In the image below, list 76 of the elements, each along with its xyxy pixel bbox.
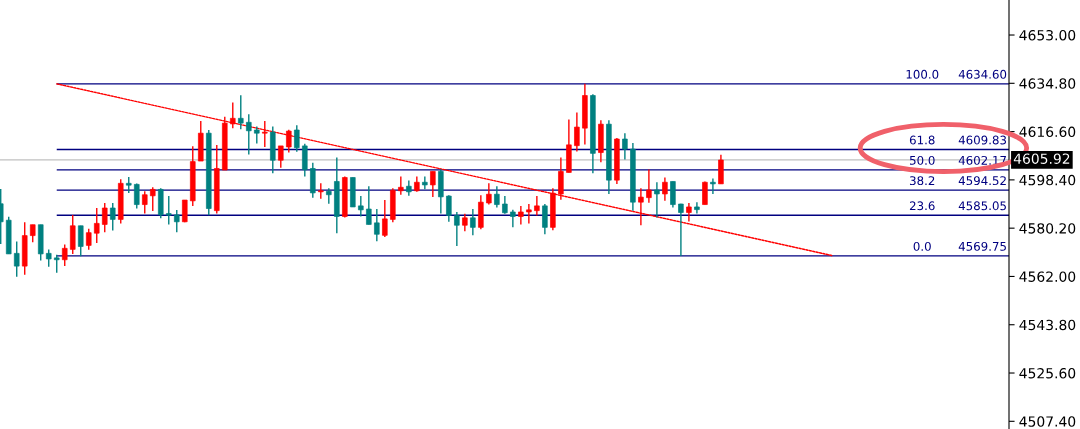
annotation: 50.0	[909, 155, 935, 165]
candlestick	[150, 186, 156, 212]
candlestick	[318, 182, 324, 200]
candlestick	[53, 253, 60, 274]
candlestick	[366, 185, 372, 226]
candlestick	[686, 202, 692, 223]
candlestick	[430, 170, 436, 198]
candlestick	[574, 111, 580, 153]
y-tick-label: 4525.60	[1019, 367, 1076, 379]
annotation: 23.6	[909, 201, 935, 211]
candlestick	[526, 203, 532, 225]
candlestick	[454, 211, 460, 247]
candlestick	[470, 208, 476, 237]
candlestick	[662, 176, 668, 202]
annotation: 100.0	[906, 69, 939, 79]
annotation: 0.0	[913, 241, 931, 251]
candlestick	[518, 205, 524, 226]
candlestick	[638, 187, 644, 226]
candlestick	[358, 195, 364, 218]
candlestick	[69, 214, 76, 255]
candlestick	[406, 179, 412, 197]
ref-line-label: 4609.83	[958, 135, 1007, 145]
candlestick	[678, 203, 684, 257]
candlestick	[558, 156, 564, 201]
candlestick	[134, 182, 140, 210]
candlestick	[382, 199, 388, 238]
ref-line-label: 4605.92	[1013, 153, 1070, 164]
candlestick	[710, 177, 716, 195]
candlestick	[110, 202, 116, 232]
candlestick	[718, 153, 724, 185]
y-tick-label: 4562.00	[1019, 271, 1076, 282]
candlestick	[510, 209, 516, 229]
candlestick	[326, 187, 332, 205]
ref-line-label: 4594.52	[958, 176, 1006, 186]
ref-line-label: 4569.75	[958, 241, 1006, 251]
candlestick	[102, 202, 108, 233]
candlestick	[694, 201, 700, 215]
candlestick	[61, 243, 68, 267]
candlestick	[302, 143, 308, 178]
annotation: 38.2	[909, 176, 935, 186]
ref-line-label: 4634.60	[958, 69, 1007, 79]
candlestick	[262, 120, 268, 148]
candlestick	[230, 101, 236, 129]
candlestick	[646, 168, 652, 204]
candlestick	[238, 94, 244, 130]
candlestick	[494, 185, 500, 209]
candlestick	[294, 124, 300, 153]
annotation: 61.8	[909, 135, 935, 145]
ref-line-label: 4585.05	[958, 201, 1006, 211]
candlestick	[446, 194, 452, 223]
candlestick	[702, 180, 708, 206]
candlestick	[278, 145, 284, 169]
candlestick	[654, 181, 660, 219]
y-tick-label: 4543.80	[1019, 319, 1076, 331]
candlestick	[486, 182, 492, 206]
candlestick	[542, 203, 548, 235]
candlestick	[77, 225, 84, 257]
y-tick-label: 4580.20	[1019, 223, 1076, 234]
candlestick	[398, 175, 404, 196]
y-tick-label: 4598.40	[1019, 174, 1076, 186]
y-tick-label: 4634.80	[1019, 78, 1076, 89]
candlestick	[142, 190, 148, 215]
candlestick	[670, 180, 676, 209]
candlestick	[422, 175, 428, 190]
candlestick	[374, 208, 380, 242]
y-tick-label: 4653.00	[1019, 29, 1076, 41]
candlestick	[246, 113, 252, 156]
y-tick-label: 4507.40	[1019, 416, 1076, 427]
candlestick	[166, 195, 172, 226]
candlestick	[13, 240, 20, 278]
candlestick	[534, 195, 540, 217]
candlestick	[174, 209, 180, 233]
candlestick	[622, 132, 628, 161]
candlestick	[85, 227, 92, 251]
candlestick	[94, 207, 100, 244]
y-tick-label: 4616.60	[1019, 126, 1076, 138]
